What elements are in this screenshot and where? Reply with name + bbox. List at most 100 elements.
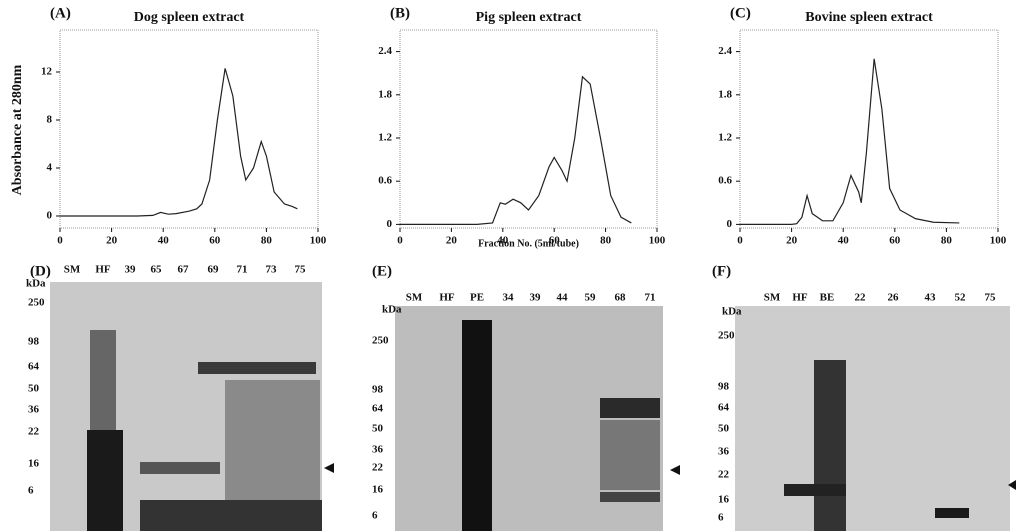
lane-label: 71	[237, 264, 248, 276]
lane-label: 68	[615, 292, 627, 304]
y-axis-label: Absorbance at 280nm	[10, 64, 25, 195]
lane-label: PE	[470, 292, 484, 304]
lane-label: HF	[439, 292, 455, 304]
marker-label: 22	[372, 462, 384, 474]
y-tick-label: 0.6	[378, 175, 392, 187]
plot-frame	[399, 29, 658, 229]
lane-label: 52	[955, 292, 967, 304]
marker-label: 98	[718, 381, 730, 393]
y-tick-label: 1.8	[718, 88, 732, 100]
band	[600, 420, 660, 490]
y-tick-label: 4	[47, 162, 53, 174]
band	[140, 500, 322, 531]
lane-label: 71	[645, 292, 656, 304]
marker-label: 6	[28, 485, 34, 497]
lane-label: 39	[530, 292, 542, 304]
x-tick-label: 20	[106, 235, 118, 247]
x-tick-label: 40	[497, 235, 509, 247]
x-tick-label: 20	[786, 235, 798, 247]
x-tick-label: 0	[397, 235, 403, 247]
x-tick-label: 80	[600, 235, 612, 247]
x-tick-label: 60	[549, 235, 561, 247]
y-tick-label: 8	[47, 114, 53, 126]
gel-art	[50, 282, 1016, 531]
marker-label: 50	[718, 423, 730, 435]
marker-label: 64	[718, 402, 730, 414]
lane-label: 69	[208, 264, 220, 276]
x-tick-label: 40	[158, 235, 170, 247]
lane-label: 39	[125, 264, 137, 276]
marker-label: 64	[28, 361, 40, 373]
band	[935, 508, 969, 518]
panel-label: (F)	[712, 263, 731, 279]
band	[90, 330, 116, 430]
lane-label: SM	[406, 292, 423, 304]
y-tick-label: 0	[387, 218, 393, 230]
lane-label: 34	[503, 292, 515, 304]
x-tick-label: 0	[737, 235, 743, 247]
plot-frame	[739, 29, 999, 229]
lane-label: 67	[178, 264, 190, 276]
chart-title: Dog spleen extract	[134, 10, 245, 25]
marker-label: 6	[718, 512, 724, 524]
marker-label: 250	[28, 297, 45, 309]
lane-label: 26	[888, 292, 900, 304]
band	[87, 430, 123, 531]
marker-label: 16	[718, 494, 730, 506]
unit-label: kDa	[722, 306, 742, 318]
x-tick-label: 100	[310, 235, 327, 247]
unit-label: kDa	[26, 278, 46, 290]
lane-label: BE	[820, 292, 835, 304]
band	[600, 492, 660, 502]
marker-label: 64	[372, 403, 384, 415]
panel-label: (E)	[372, 263, 392, 279]
lane-label: SM	[64, 264, 81, 276]
y-tick-label: 2.4	[378, 45, 392, 57]
band	[784, 484, 846, 496]
x-tick-label: 40	[838, 235, 850, 247]
marker-label: 98	[372, 384, 384, 396]
x-tick-label: 0	[57, 235, 63, 247]
y-tick-label: 12	[41, 66, 53, 78]
y-tick-label: 0	[727, 218, 733, 230]
x-tick-label: 20	[446, 235, 458, 247]
marker-label: 36	[372, 444, 384, 456]
x-tick-label: 100	[990, 235, 1007, 247]
lane-label: 43	[925, 292, 937, 304]
panel-label: (C)	[730, 5, 751, 21]
marker-label: 22	[718, 469, 730, 481]
x-tick-label: 60	[209, 235, 221, 247]
lane-label: 59	[585, 292, 597, 304]
marker-label: 250	[372, 335, 389, 347]
y-tick-label: 1.8	[378, 88, 392, 100]
unit-label: kDa	[382, 304, 402, 316]
lane-label: SM	[764, 292, 781, 304]
chart-title: Pig spleen extract	[476, 10, 582, 25]
marker-label: 250	[718, 330, 735, 342]
band	[600, 398, 660, 418]
x-tick-label: 80	[941, 235, 953, 247]
marker-label: 36	[28, 404, 40, 416]
gel-f	[735, 306, 1010, 531]
marker-label: 98	[28, 336, 40, 348]
y-tick-label: 0	[47, 210, 53, 222]
y-tick-label: 0.6	[718, 175, 732, 187]
marker-label: 50	[28, 383, 40, 395]
lane-label: HF	[792, 292, 808, 304]
panel-label: (B)	[390, 5, 410, 21]
lane-label: 73	[266, 264, 278, 276]
band	[462, 320, 492, 531]
lane-label: 65	[151, 264, 163, 276]
band	[198, 362, 316, 374]
band	[225, 380, 320, 500]
lane-label: 75	[985, 292, 997, 304]
plot-frame	[59, 29, 319, 229]
line	[60, 68, 298, 217]
lane-label: 75	[295, 264, 307, 276]
panel-label: (D)	[30, 263, 51, 279]
marker-label: 16	[28, 458, 40, 470]
panel-label: (A)	[50, 5, 71, 21]
line	[740, 58, 960, 225]
marker-label: 22	[28, 426, 40, 438]
